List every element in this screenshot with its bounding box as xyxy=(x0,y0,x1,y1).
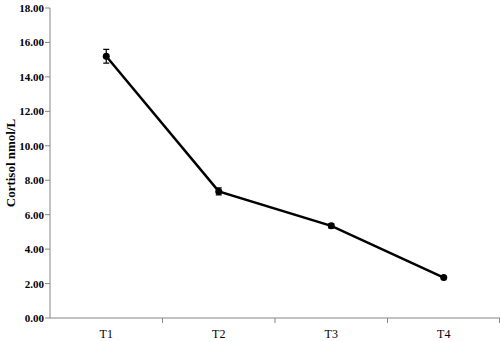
y-tick xyxy=(45,111,50,112)
y-tick xyxy=(45,76,50,77)
data-point xyxy=(215,188,222,195)
error-bar xyxy=(103,49,109,63)
y-axis-label: Cortisol nmol/L xyxy=(3,118,18,207)
y-tick-label: 2.00 xyxy=(25,278,45,290)
y-tick-label: 4.00 xyxy=(25,243,45,255)
x-tick xyxy=(162,318,163,323)
y-axis xyxy=(50,8,51,318)
x-tick xyxy=(499,318,500,323)
data-point xyxy=(103,53,110,60)
y-tick xyxy=(45,283,50,284)
data-point xyxy=(328,222,335,229)
chart: 0.00 2.00 4.00 6.00 8.00 10.00 12.00 14.00 16.00… xyxy=(0,0,500,341)
y-tick-label: 18.00 xyxy=(19,2,44,14)
y-tick xyxy=(45,214,50,215)
y-tick xyxy=(45,318,50,319)
data-point xyxy=(440,274,447,281)
x-tick-label: T1 xyxy=(100,327,113,341)
y-tick-label: 10.00 xyxy=(19,140,44,152)
x-tick-label: T4 xyxy=(437,327,450,341)
y-tick xyxy=(45,42,50,43)
x-tick xyxy=(275,318,276,323)
x-tick-label: T3 xyxy=(325,327,338,341)
y-tick-label: 6.00 xyxy=(25,209,45,221)
x-tick-label: T2 xyxy=(212,327,225,341)
y-tick-label: 0.00 xyxy=(25,312,45,324)
y-tick-label: 12.00 xyxy=(19,105,44,117)
data-line xyxy=(106,56,444,277)
y-tick-label: 8.00 xyxy=(25,174,45,186)
y-tick-label: 16.00 xyxy=(19,36,44,48)
error-bar xyxy=(216,188,222,195)
y-tick xyxy=(45,145,50,146)
y-tick xyxy=(45,180,50,181)
y-tick-label: 14.00 xyxy=(19,71,44,83)
y-tick xyxy=(45,249,50,250)
y-tick xyxy=(45,8,50,9)
x-tick xyxy=(387,318,388,323)
plot-area xyxy=(103,49,448,281)
